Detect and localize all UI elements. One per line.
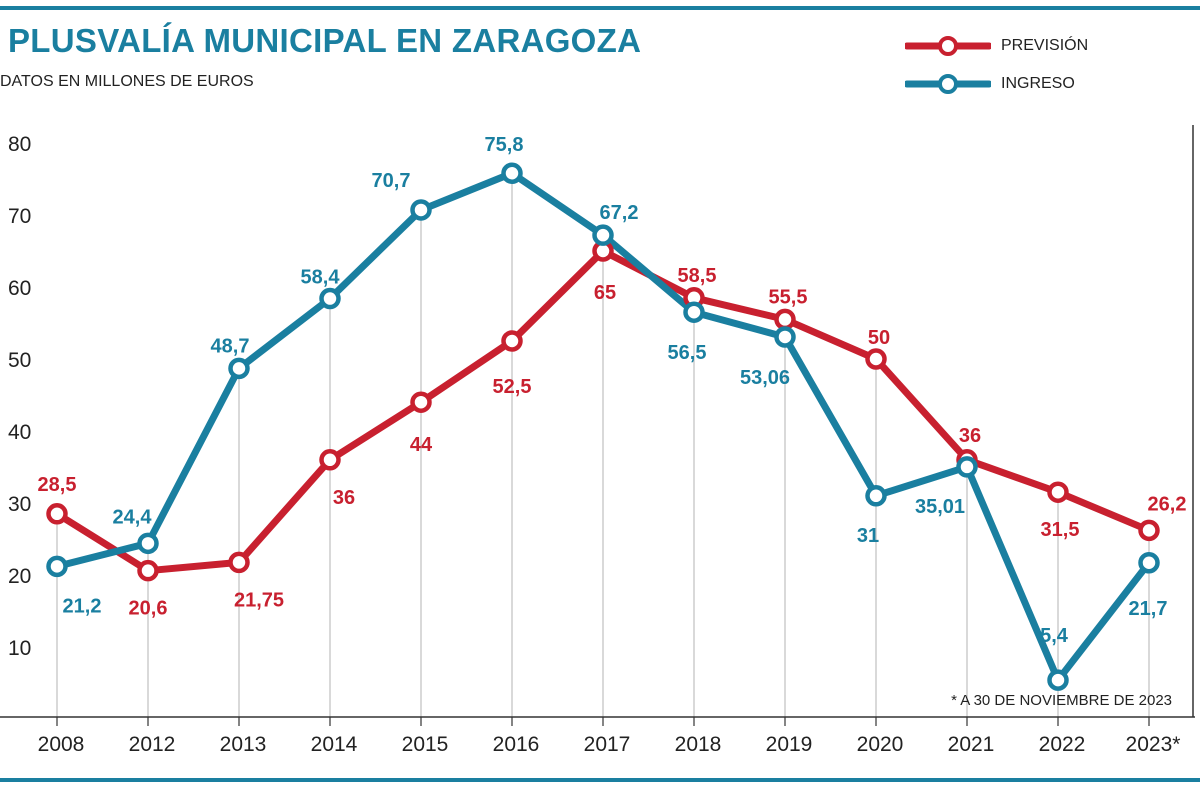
data-label-ingreso: 75,8 — [485, 134, 524, 156]
y-tick-label: 30 — [8, 493, 31, 516]
x-axis: 2008 2012 2013 2014 2015 2016 2017 2018 2019 2020… — [0, 125, 1195, 756]
data-point-ingreso — [46, 555, 68, 578]
y-tick-label: 10 — [8, 637, 31, 660]
data-point-prevision — [46, 503, 68, 525]
data-label-ingreso: 58,4 — [301, 267, 341, 289]
y-tick-label: 50 — [8, 349, 31, 372]
data-label-ingreso: 5,4 — [1040, 625, 1069, 647]
x-tick-label: 2014 — [311, 733, 358, 756]
data-point-prevision — [410, 391, 432, 413]
data-label-prevision: 31,5 — [1041, 519, 1080, 541]
data-label-prevision: 21,75 — [234, 589, 284, 611]
data-point-ingreso — [865, 485, 887, 507]
data-labels: 28,5 20,6 21,75 36 44 52,5 65 58,5 55,5 50 36 31,5 2… — [38, 134, 1187, 647]
y-tick-label: 70 — [8, 205, 31, 228]
data-label-prevision: 58,5 — [678, 265, 717, 287]
x-tick-label: 2018 — [675, 733, 722, 756]
data-point-prevision — [319, 449, 341, 471]
data-label-prevision: 20,6 — [129, 598, 168, 620]
chart-subtitle: DATOS EN MILLONES DE EUROS — [0, 73, 254, 90]
chart-title: PLUSVALÍA MUNICIPAL EN ZARAGOZA — [8, 22, 642, 59]
data-point-prevision — [1047, 481, 1069, 503]
data-point-ingreso — [410, 199, 432, 221]
data-label-prevision: 26,2 — [1148, 493, 1187, 515]
data-point-ingreso — [501, 162, 523, 184]
data-label-ingreso: 67,2 — [600, 202, 639, 224]
data-label-prevision: 44 — [410, 434, 433, 456]
data-point-ingreso — [137, 532, 159, 555]
x-tick-label: 2017 — [584, 733, 631, 756]
x-tick-label: 2012 — [129, 733, 176, 756]
x-tick-label: 2020 — [857, 733, 904, 756]
data-point-ingreso — [956, 456, 978, 478]
data-label-ingreso: 56,5 — [668, 342, 707, 364]
data-point-prevision — [865, 348, 887, 370]
data-label-prevision: 55,5 — [769, 286, 808, 308]
data-label-ingreso: 31 — [857, 525, 879, 547]
data-label-ingreso: 24,4 — [113, 506, 153, 528]
data-label-prevision: 52,5 — [493, 376, 532, 398]
x-tick-label: 2021 — [948, 733, 995, 756]
top-rule — [0, 6, 1200, 10]
x-tick-label: 2019 — [766, 733, 813, 756]
legend-item-ingreso: INGRESO — [905, 72, 1075, 96]
x-tick-label: 2013 — [220, 733, 267, 756]
legend-label-ingreso: INGRESO — [1001, 75, 1075, 92]
data-label-ingreso: 21,2 — [63, 595, 102, 617]
data-label-ingreso: 53,06 — [740, 367, 790, 389]
data-point-prevision — [774, 308, 796, 331]
y-tick-label: 40 — [8, 421, 31, 444]
data-label-prevision: 50 — [868, 327, 890, 349]
data-point-ingreso — [592, 224, 614, 246]
x-tick-label: 2023* — [1126, 733, 1181, 756]
data-point-prevision — [228, 551, 250, 574]
y-tick-label: 60 — [8, 277, 31, 300]
data-label-ingreso: 21,7 — [1129, 598, 1168, 620]
series-points — [46, 162, 1160, 691]
data-point-prevision — [137, 559, 159, 582]
data-point-ingreso — [683, 301, 705, 323]
x-tick-label: 2022 — [1039, 733, 1086, 756]
x-tick-label: 2016 — [493, 733, 540, 756]
legend-swatch-prevision — [905, 36, 991, 56]
y-tick-label: 80 — [8, 133, 31, 156]
data-label-ingreso: 35,01 — [915, 496, 965, 518]
data-label-ingreso: 48,7 — [211, 335, 250, 357]
legend-label-prevision: PREVISIÓN — [1001, 37, 1089, 54]
legend-swatch-ingreso — [905, 74, 991, 94]
data-label-prevision: 28,5 — [38, 474, 77, 496]
data-label-ingreso: 70,7 — [372, 170, 411, 192]
data-point-ingreso — [228, 357, 250, 380]
y-axis: 10 20 30 40 50 60 70 80 — [8, 133, 31, 660]
x-tick-label: 2015 — [402, 733, 449, 756]
data-point-ingreso — [1138, 552, 1160, 574]
data-point-ingreso — [319, 287, 341, 310]
data-label-prevision: 36 — [333, 487, 355, 509]
footnote: * A 30 DE NOVIEMBRE DE 2023 — [951, 692, 1172, 709]
data-point-ingreso — [774, 326, 796, 348]
data-label-prevision: 65 — [594, 282, 616, 304]
data-point-prevision — [501, 330, 523, 352]
y-tick-label: 20 — [8, 565, 31, 588]
data-point-ingreso — [1047, 669, 1069, 691]
data-label-prevision: 36 — [959, 425, 981, 447]
bottom-rule — [0, 778, 1200, 782]
legend-item-prevision: PREVISIÓN — [905, 34, 1088, 58]
data-point-prevision — [1138, 519, 1160, 542]
x-tick-label: 2008 — [38, 733, 85, 756]
